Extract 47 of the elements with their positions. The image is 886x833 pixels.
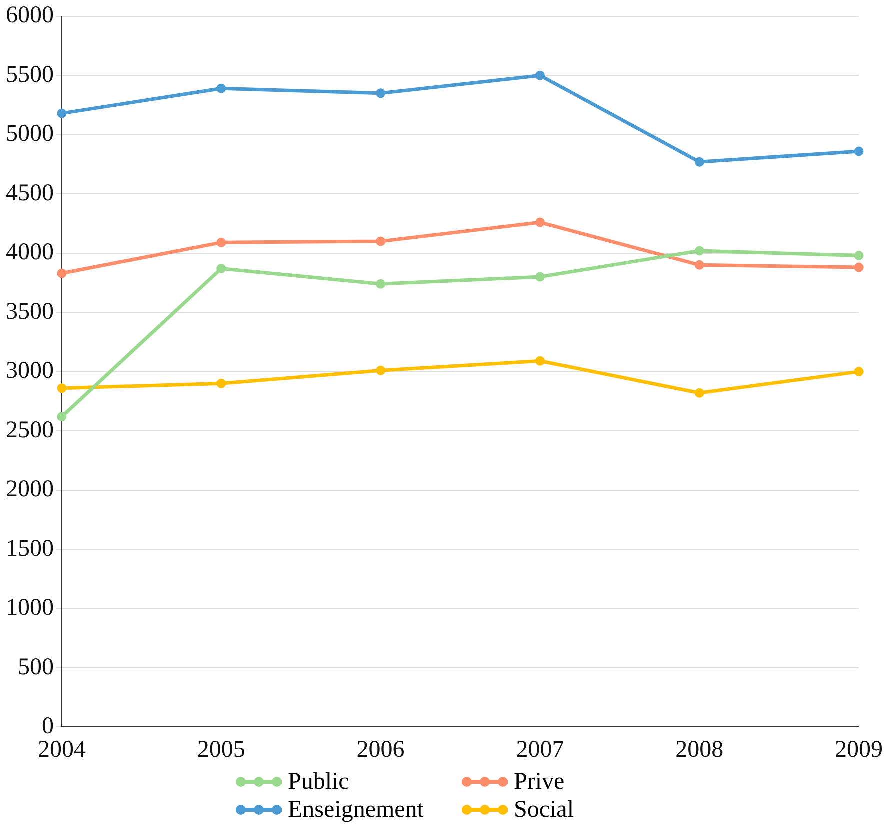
y-tick-label: 0 bbox=[42, 713, 54, 740]
legend-label: Social bbox=[514, 796, 574, 824]
point bbox=[216, 238, 226, 248]
legend-label: Enseignement bbox=[288, 796, 424, 824]
point bbox=[694, 388, 704, 398]
point bbox=[694, 157, 704, 167]
point bbox=[854, 250, 864, 260]
y-tick-label: 1500 bbox=[6, 536, 54, 562]
y-tick-label: 1000 bbox=[6, 595, 54, 622]
point bbox=[57, 268, 67, 278]
y-tick-label: 500 bbox=[18, 654, 54, 680]
point bbox=[216, 378, 226, 388]
y-tick-label: 5500 bbox=[6, 62, 54, 88]
y-tick-label: 4500 bbox=[6, 180, 54, 206]
point bbox=[216, 264, 226, 274]
point bbox=[535, 70, 545, 80]
point bbox=[535, 272, 545, 282]
point bbox=[854, 262, 864, 272]
x-tick-label: 2005 bbox=[197, 736, 246, 763]
point bbox=[535, 218, 545, 228]
y-tick-label: 3500 bbox=[6, 298, 54, 325]
point bbox=[57, 108, 67, 118]
point bbox=[376, 279, 386, 289]
x-tick-label: 2006 bbox=[356, 736, 405, 763]
x-tick-label: 2007 bbox=[516, 736, 564, 763]
legend-label: Prive bbox=[514, 768, 565, 796]
point bbox=[854, 146, 864, 156]
x-tick-label: 2009 bbox=[835, 736, 883, 763]
point bbox=[57, 412, 67, 422]
point bbox=[535, 356, 545, 366]
point bbox=[376, 366, 386, 376]
y-tick-label: 4000 bbox=[6, 240, 54, 266]
y-tick-label: 5000 bbox=[6, 121, 54, 148]
point bbox=[376, 88, 386, 98]
x-tick-label: 2008 bbox=[676, 736, 724, 763]
point bbox=[376, 236, 386, 246]
x-tick-label: 2004 bbox=[38, 736, 86, 763]
point bbox=[57, 384, 67, 394]
y-tick-label: 3000 bbox=[6, 358, 54, 384]
y-tick-label: 2000 bbox=[6, 476, 54, 503]
legend-label: Public bbox=[288, 768, 350, 796]
point bbox=[216, 84, 226, 94]
point bbox=[694, 260, 704, 270]
y-tick-label: 2500 bbox=[6, 417, 54, 444]
point bbox=[854, 367, 864, 377]
y-tick-label: 6000 bbox=[6, 2, 54, 29]
point bbox=[694, 246, 704, 256]
